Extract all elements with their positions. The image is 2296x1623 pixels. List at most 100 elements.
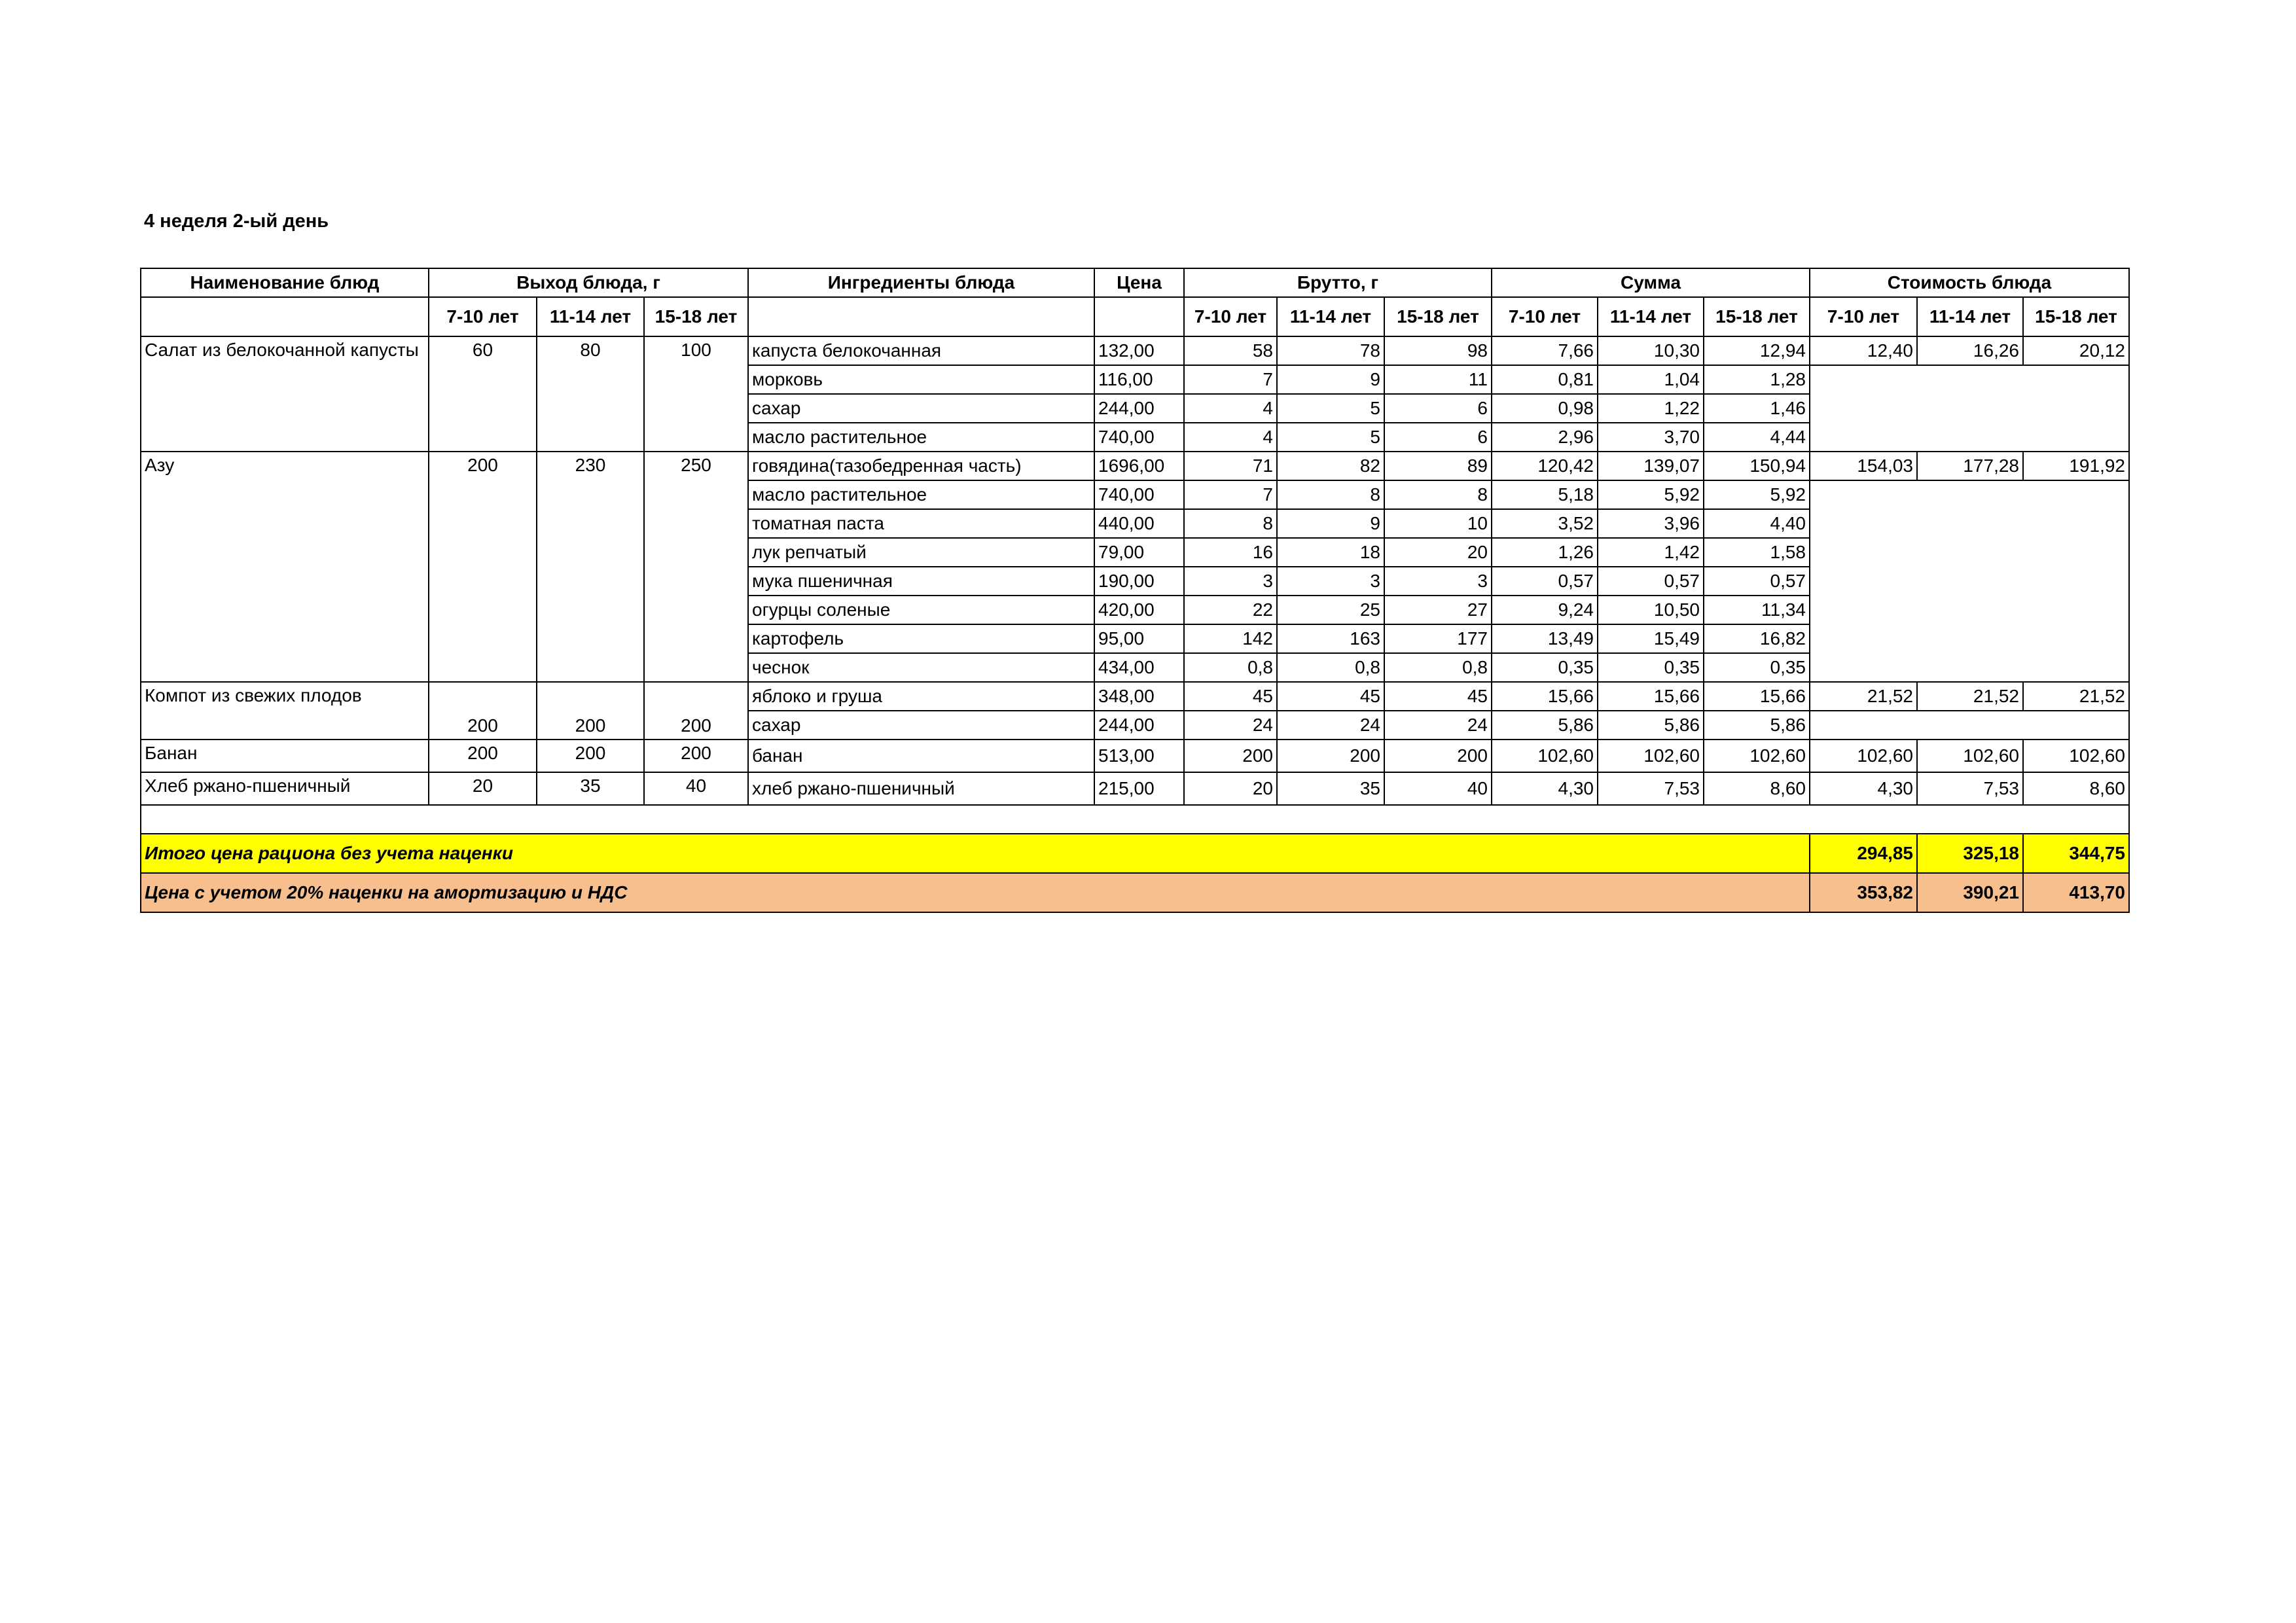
brutto-value: 3	[1384, 566, 1492, 596]
dish-yield: 35	[536, 772, 645, 806]
sum-value: 150,94	[1703, 451, 1810, 481]
sum-value: 10,50	[1597, 595, 1704, 625]
brutto-value: 18	[1276, 537, 1385, 567]
brutto-value: 45	[1183, 681, 1278, 711]
header-dish: Наименование блюд	[140, 268, 429, 298]
sum-value: 4,44	[1703, 422, 1810, 452]
brutto-value: 16	[1183, 537, 1278, 567]
dish-cost: 154,03	[1809, 451, 1918, 481]
sum-value: 5,86	[1597, 710, 1704, 740]
ingredient-row: сахар 244,00 4 5 6 0,98 1,22 1,46	[141, 393, 2129, 423]
ingredient-price: 215,00	[1094, 772, 1185, 806]
header-brutto: Брутто, г	[1183, 268, 1492, 298]
sum-value: 139,07	[1597, 451, 1704, 481]
brutto-value: 98	[1384, 336, 1492, 366]
brutto-value: 7	[1183, 365, 1278, 395]
brutto-value: 5	[1276, 393, 1385, 423]
header-yield: Выход блюда, г	[428, 268, 749, 298]
sum-value: 4,30	[1491, 772, 1598, 806]
sum-value: 13,49	[1491, 624, 1598, 654]
subheader-empty	[140, 296, 429, 337]
total-value: 344,75	[2022, 833, 2130, 874]
dish-cost: 20,12	[2022, 336, 2130, 366]
brutto-value: 163	[1276, 624, 1385, 654]
header-price: Цена	[1094, 268, 1185, 298]
brutto-value: 9	[1276, 365, 1385, 395]
sum-value: 3,52	[1491, 508, 1598, 539]
ingredient-price: 348,00	[1094, 681, 1185, 711]
dish-cost: 102,60	[1809, 739, 1918, 773]
sum-value: 16,82	[1703, 624, 1810, 654]
sum-value: 0,35	[1703, 652, 1810, 683]
sum-value: 0,35	[1597, 652, 1704, 683]
sum-value: 1,58	[1703, 537, 1810, 567]
ingredient-row: огурцы соленые 420,00 22 25 27 9,24 10,50 11,34	[141, 595, 2129, 625]
sum-value: 10,30	[1597, 336, 1704, 366]
total-with-markup-row: Цена с учетом 20% наценки на амортизацию…	[140, 872, 2130, 913]
brutto-value: 200	[1183, 739, 1278, 773]
subheader-empty	[1094, 296, 1185, 337]
sum-value: 5,18	[1491, 480, 1598, 510]
brutto-value: 5	[1276, 422, 1385, 452]
menu-cost-table: Наименование блюд Выход блюда, г Ингреди…	[140, 268, 2130, 913]
dish-yield: 250	[643, 451, 749, 683]
ingredient-row: картофель 95,00 142 163 177 13,49 15,49 16,82	[141, 624, 2129, 654]
brutto-value: 0,8	[1276, 652, 1385, 683]
ingredient-name: томатная паста	[747, 508, 1095, 539]
ingredient-row: Банан 200 200 200 банан 513,00 200 200 200 102,60…	[140, 739, 2130, 773]
total-row: Итого цена рациона без учета наценки 294,…	[140, 833, 2130, 874]
sum-value: 1,04	[1597, 365, 1704, 395]
age-header: 15-18 лет	[1703, 296, 1810, 337]
subheader-row: 7-10 лет 11-14 лет 15-18 лет 7-10 лет 11…	[140, 296, 2130, 337]
header-row: Наименование блюд Выход блюда, г Ингреди…	[140, 268, 2130, 298]
subheader-empty	[747, 296, 1095, 337]
sum-value: 5,92	[1597, 480, 1704, 510]
dish-yield: 230	[536, 451, 645, 683]
brutto-value: 20	[1384, 537, 1492, 567]
brutto-value: 71	[1183, 451, 1278, 481]
age-header: 11-14 лет	[1597, 296, 1704, 337]
brutto-value: 177	[1384, 624, 1492, 654]
brutto-value: 0,8	[1183, 652, 1278, 683]
ingredient-name: сахар	[747, 710, 1095, 740]
dish-name: Азу	[140, 451, 429, 683]
total-value: 390,21	[1916, 872, 2024, 913]
sum-value: 120,42	[1491, 451, 1598, 481]
brutto-value: 58	[1183, 336, 1278, 366]
ingredient-name: мука пшеничная	[747, 566, 1095, 596]
ingredient-name: масло растительное	[747, 422, 1095, 452]
brutto-value: 4	[1183, 393, 1278, 423]
age-header: 11-14 лет	[1276, 296, 1385, 337]
sum-value: 3,70	[1597, 422, 1704, 452]
dish-cost: 16,26	[1916, 336, 2024, 366]
ingredient-row: Салат из белокочанной капусты 60 80 100 капу…	[140, 336, 2130, 452]
ingredient-name: говядина(тазобедренная часть)	[747, 451, 1095, 481]
total-value: 353,82	[1809, 872, 1918, 913]
sum-value: 9,24	[1491, 595, 1598, 625]
sum-value: 2,96	[1491, 422, 1598, 452]
ingredient-row: масло растительное 740,00 7 8 8 5,18 5,92 5,92	[141, 480, 2130, 683]
brutto-value: 3	[1183, 566, 1278, 596]
ingredient-name: масло растительное	[747, 480, 1095, 510]
dish-cost: 21,52	[1809, 681, 1918, 711]
age-header: 7-10 лет	[428, 296, 537, 337]
brutto-value: 82	[1276, 451, 1385, 481]
sum-value: 15,66	[1491, 681, 1598, 711]
sum-value: 0,35	[1491, 652, 1598, 683]
brutto-value: 89	[1384, 451, 1492, 481]
sum-value: 0,57	[1597, 566, 1704, 596]
ingredient-price: 513,00	[1094, 739, 1185, 773]
ingredient-row: томатная паста 440,00 8 9 10 3,52 3,96 4,40	[141, 508, 2129, 539]
sum-value: 15,66	[1703, 681, 1810, 711]
age-header: 11-14 лет	[536, 296, 645, 337]
brutto-value: 25	[1276, 595, 1385, 625]
brutto-value: 22	[1183, 595, 1278, 625]
brutto-value: 8	[1276, 480, 1385, 510]
dish-cost-empty	[1809, 365, 2130, 452]
header-cost: Стоимость блюда	[1809, 268, 2130, 298]
total-value: 413,70	[2022, 872, 2130, 913]
dish-cost: 177,28	[1916, 451, 2024, 481]
brutto-value: 11	[1384, 365, 1492, 395]
brutto-value: 10	[1384, 508, 1492, 539]
sum-value: 15,49	[1597, 624, 1704, 654]
